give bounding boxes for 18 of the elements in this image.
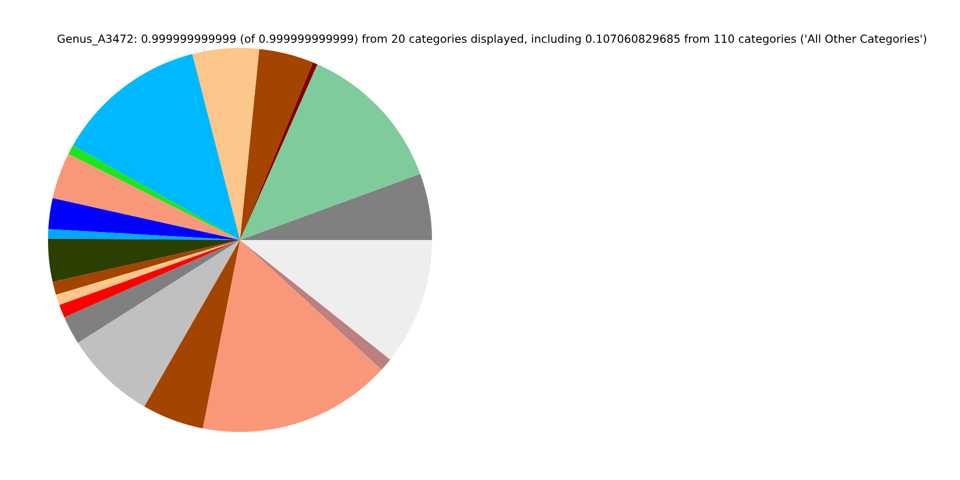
pie-slice <box>144 240 240 428</box>
pie-slice <box>64 240 240 343</box>
pie-slice <box>78 240 240 406</box>
text: Genus_A3472: 0.999999999999 (of 0.999999999999) from 20 categories displayed, including 0.107060829685 from 110 categories ('All Other Categories') <box>58 34 926 46</box>
pie-slice <box>59 240 240 318</box>
pie-slice <box>52 240 240 295</box>
pie-slice <box>68 145 240 240</box>
pie-slice <box>202 240 382 432</box>
pie-slice <box>240 64 420 240</box>
pie-slice <box>192 48 260 240</box>
pie-slice <box>56 240 240 306</box>
pie-slice <box>52 154 240 240</box>
pie-slice <box>72 54 240 240</box>
pie-slice <box>240 240 432 360</box>
pie-slice <box>240 174 432 240</box>
pie-slice <box>48 198 240 240</box>
pie-slice <box>240 240 390 370</box>
pie-slice <box>48 238 240 282</box>
